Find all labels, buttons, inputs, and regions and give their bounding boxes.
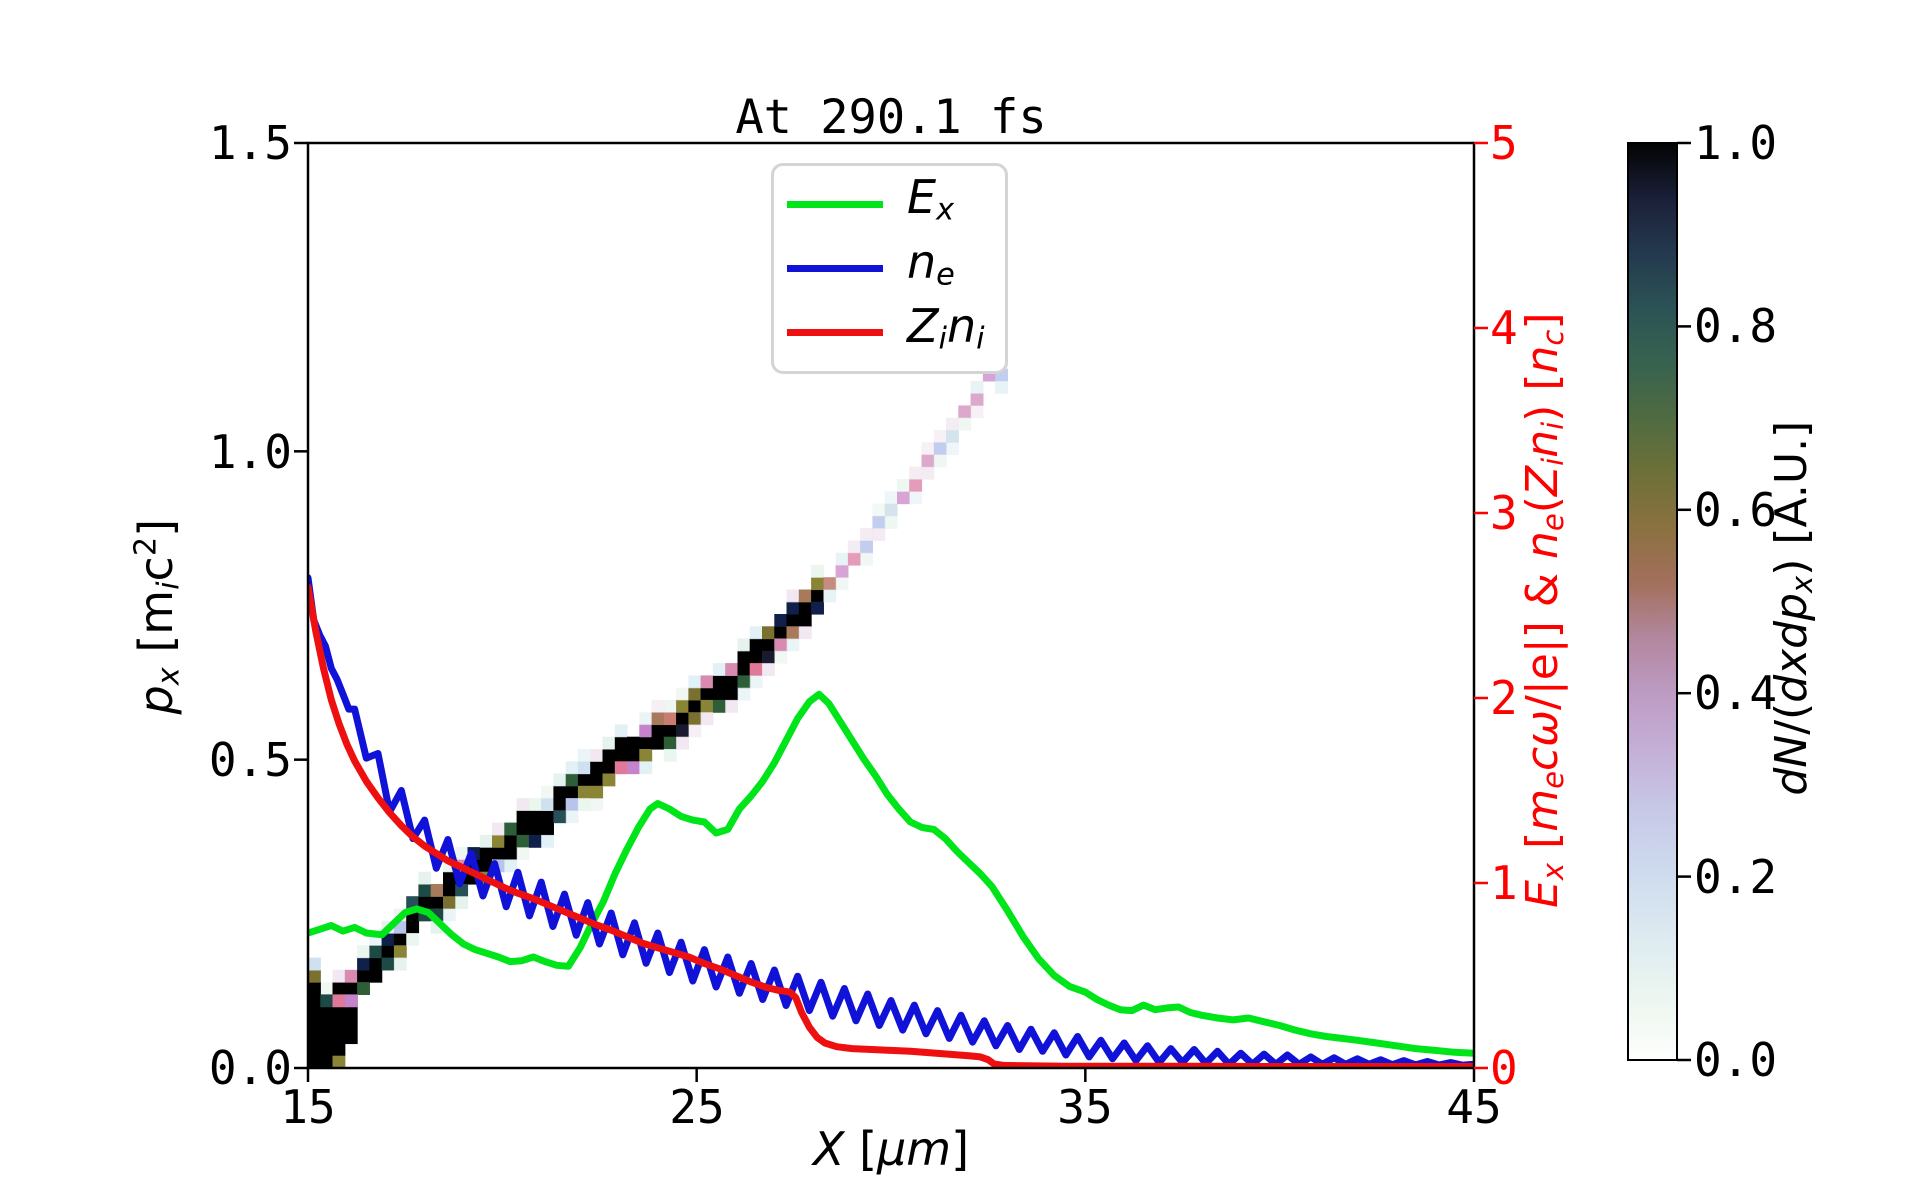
x-tick-label-45: 45 [1446, 1080, 1502, 1134]
y-right-tick-label-3: 3 [1490, 486, 1518, 540]
plot-title: At 290.1 fs [735, 90, 1047, 145]
y-right-tick-label-2: 2 [1490, 671, 1518, 725]
colorbar-tick-label-0.6: 0.6 [1694, 483, 1778, 537]
colorbar-label: dN/(dxdpx) [A.U.] [1765, 420, 1820, 796]
legend-item-ex: Ex [774, 172, 1005, 236]
curves [308, 574, 1474, 1068]
colorbar-tick-label-1.0: 1.0 [1694, 116, 1778, 170]
y-left-tick-label-0.5: 0.5 [208, 733, 292, 787]
legend-line-zini-icon [787, 329, 883, 337]
y-right-tick-label-4: 4 [1490, 301, 1518, 355]
legend-label-zini: Zini [907, 298, 985, 357]
y-right-tick-label-5: 5 [1490, 116, 1518, 170]
y-right-tick-label-1: 1 [1490, 856, 1518, 910]
x-tick-label-15: 15 [280, 1080, 336, 1134]
y-left-tick-label-1.0: 1.0 [208, 425, 292, 479]
y-axis-label-left: px [mic2] [128, 518, 187, 715]
legend-label-ex: Ex [907, 170, 955, 228]
colorbar [1627, 142, 1678, 1061]
curve-zini [308, 583, 1474, 1068]
colorbar-tick-label-0.0: 0.0 [1694, 1033, 1778, 1087]
y-right-tick-label-0: 0 [1490, 1041, 1518, 1095]
legend-line-ex-icon [787, 200, 883, 208]
y-axis-label-right: Ex [mecω/|e|] & ne(Zini) [nc] [1516, 312, 1571, 908]
curve-ex [308, 690, 1474, 1057]
legend-label-ne: ne [907, 234, 955, 293]
y-left-tick-label-0.0: 0.0 [208, 1041, 292, 1095]
x-axis-label: X [μm] [812, 1122, 970, 1176]
legend-item-ne: ne [774, 237, 1005, 301]
x-tick-label-25: 25 [669, 1080, 725, 1134]
legend-line-ne-icon [787, 264, 883, 272]
x-tick-label-35: 35 [1057, 1080, 1113, 1134]
legend: Ex ne Zini [771, 163, 1008, 374]
colorbar-tick-label-0.8: 0.8 [1694, 299, 1778, 353]
curve-ne [308, 574, 1474, 1068]
colorbar-tick-label-0.4: 0.4 [1694, 666, 1778, 720]
colorbar-tick-label-0.2: 0.2 [1694, 850, 1778, 904]
axes-spines [306, 141, 1476, 1070]
y-left-tick-label-1.5: 1.5 [208, 116, 292, 170]
phase-space-band [308, 356, 1008, 1068]
legend-item-zini: Zini [774, 301, 1005, 365]
